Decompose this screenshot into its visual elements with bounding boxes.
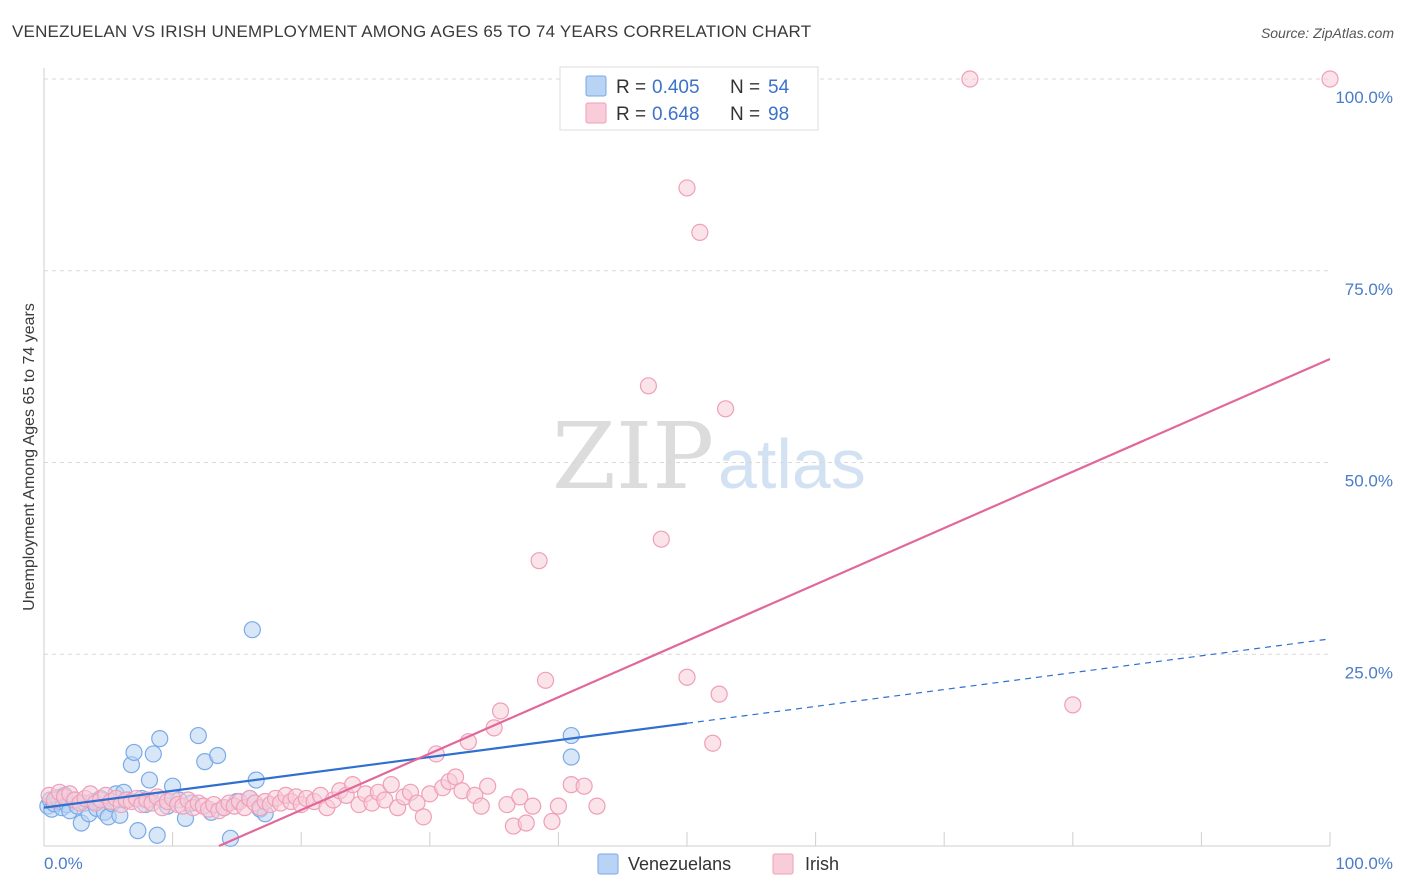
irish-point-101 <box>961 70 979 88</box>
irish-point-89 <box>549 797 568 815</box>
y-tick-labels: 25.0% 50.0% 75.0% 100.0% <box>1335 88 1393 682</box>
venezuelans-point-26 <box>125 743 143 762</box>
legend-r-value-venezuelans: 0.405 <box>652 77 700 98</box>
irish-point-73 <box>446 768 465 786</box>
watermark-atlas: atlas <box>718 425 866 503</box>
irish-point-97 <box>691 223 709 241</box>
y-tick-label-50: 50.0% <box>1345 472 1393 491</box>
x-ticks <box>172 832 1331 846</box>
irish-point-83 <box>511 788 529 806</box>
irish-point-94 <box>652 530 670 548</box>
irish-point-95 <box>678 668 696 686</box>
bottom-legend-label-venezuelans: Venezuelans <box>628 854 731 874</box>
y-axis-label: Unemployment Among Ages 65 to 74 years <box>21 303 38 611</box>
venezuelans-point-33 <box>151 730 169 748</box>
irish-point-102 <box>1064 696 1082 714</box>
legend-r-label-venezuelans: R = <box>616 77 646 98</box>
venezuelans-point-30 <box>140 771 159 789</box>
grid-lines <box>44 78 1330 655</box>
y-tick-label-100: 100.0% <box>1335 88 1393 107</box>
venezuelans-trend-line <box>43 722 688 809</box>
legend-n-value-venezuelans: 54 <box>768 77 790 98</box>
irish-point-77 <box>472 797 490 815</box>
venezuelans-point-53 <box>562 726 580 745</box>
venezuelans-point-31 <box>144 745 162 763</box>
watermark-zip: ZIP <box>552 403 714 510</box>
bottom-legend-swatch-venezuelans <box>597 853 619 875</box>
irish-point-93 <box>639 377 658 395</box>
trend-lines <box>43 357 1331 848</box>
legend-swatch-irish <box>585 102 607 124</box>
bottom-legend-swatch-irish <box>772 853 794 875</box>
irish-point-87 <box>536 671 555 689</box>
irish-point-92 <box>588 797 606 815</box>
irish-point-80 <box>491 702 510 720</box>
irish-point-84 <box>517 814 535 832</box>
chart-source: Source: ZipAtlas.com <box>1260 25 1394 41</box>
irish-point-99 <box>710 685 728 703</box>
venezuelans-point-52 <box>562 748 580 766</box>
irish-point-103 <box>1321 70 1339 88</box>
y-tick-label-25: 25.0% <box>1345 663 1393 682</box>
watermark: ZIP atlas <box>552 403 866 510</box>
legend-n-label-irish: N = <box>730 104 760 125</box>
irish-point-91 <box>575 777 593 795</box>
legend-bottom: Venezuelans Irish <box>597 853 839 875</box>
irish-point-96 <box>678 179 696 197</box>
irish-point-67 <box>408 794 426 812</box>
irish-point-98 <box>704 734 722 752</box>
legend-n-label-venezuelans: N = <box>730 77 760 98</box>
venezuelans-point-48 <box>243 621 261 639</box>
legend-swatch-venezuelans <box>585 75 607 97</box>
venezuelans-point-40 <box>189 726 207 745</box>
x-tick-label-min: 0.0% <box>44 854 83 873</box>
venezuelans-trend-extension <box>686 638 1331 724</box>
x-tick-label-max: 100.0% <box>1335 854 1393 873</box>
chart-title: VENEZUELAN VS IRISH UNEMPLOYMENT AMONG A… <box>12 22 812 41</box>
irish-point-86 <box>530 552 548 570</box>
venezuelans-point-43 <box>209 746 227 765</box>
legend-r-value-irish: 0.648 <box>652 104 700 125</box>
irish-point-63 <box>382 776 400 794</box>
irish-point-68 <box>414 808 432 826</box>
y-tick-label-75: 75.0% <box>1345 280 1393 299</box>
venezuelans-point-32 <box>148 826 166 844</box>
irish-point-81 <box>498 795 516 814</box>
irish-point-78 <box>479 777 497 795</box>
irish-point-100 <box>716 400 735 418</box>
irish-point-62 <box>376 791 394 809</box>
bottom-legend-label-irish: Irish <box>805 854 839 874</box>
legend-top: R = 0.405 N = 54 R = 0.648 N = 98 <box>559 66 819 131</box>
irish-trend-line <box>218 357 1331 848</box>
legend-n-value-irish: 98 <box>768 104 789 125</box>
irish-point-88 <box>543 812 561 831</box>
legend-r-label-irish: R = <box>616 104 646 125</box>
venezuelans-point-27 <box>129 822 147 840</box>
irish-point-85 <box>524 797 542 815</box>
